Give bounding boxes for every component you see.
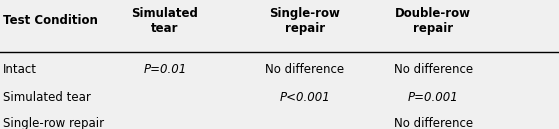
Text: No difference: No difference (394, 117, 473, 129)
Text: P<0.001: P<0.001 (280, 91, 330, 104)
Text: Intact: Intact (3, 63, 37, 76)
Text: Test Condition: Test Condition (3, 14, 98, 27)
Text: Simulated
tear: Simulated tear (131, 7, 198, 35)
Text: P=0.001: P=0.001 (408, 91, 458, 104)
Text: Double-row
repair: Double-row repair (395, 7, 471, 35)
Text: Simulated tear: Simulated tear (3, 91, 91, 104)
Text: P=0.01: P=0.01 (143, 63, 187, 76)
Text: No difference: No difference (265, 63, 344, 76)
Text: Single-row
repair: Single-row repair (269, 7, 340, 35)
Text: No difference: No difference (394, 63, 473, 76)
Text: Single-row repair: Single-row repair (3, 117, 104, 129)
